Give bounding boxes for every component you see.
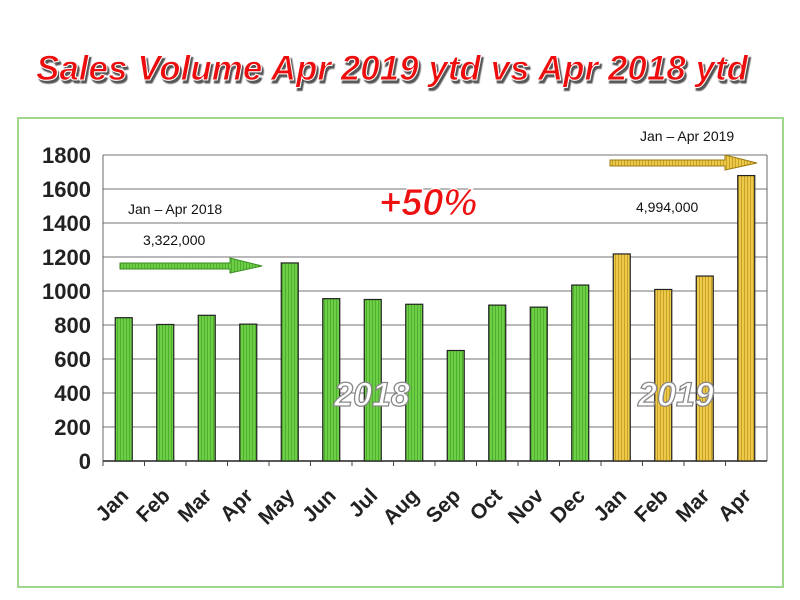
y-tick-label: 1000	[42, 279, 91, 304]
bar-2018-nov	[529, 306, 548, 462]
y-tick-label: 800	[54, 313, 91, 338]
x-tick-label: Jan	[589, 484, 631, 526]
x-tick-label: Mar	[174, 484, 217, 527]
annotation-period-2018: Jan – Apr 2018	[128, 201, 222, 217]
bar-2018-dec	[571, 284, 590, 462]
annotation-change: +50%	[379, 182, 477, 224]
y-tick-label: 1800	[42, 143, 91, 168]
bar-2019-jan	[612, 253, 631, 462]
x-tick-label: Feb	[132, 484, 175, 527]
bar-2018-apr	[239, 323, 258, 462]
x-tick-label: May	[254, 484, 299, 529]
annotation-period-2019: Jan – Apr 2019	[640, 128, 734, 144]
bar-2018-oct	[488, 304, 507, 462]
bar-2018-sep	[446, 349, 465, 462]
bar-2018-feb	[156, 323, 175, 462]
x-tick-label: Sep	[422, 484, 465, 527]
x-tick-label: Nov	[504, 484, 549, 529]
annotation-year-2019: 2019	[637, 376, 714, 414]
y-tick-label: 1600	[42, 177, 91, 202]
x-tick-label: Oct	[466, 484, 507, 525]
x-tick-label: Jul	[345, 484, 383, 522]
x-tick-label: Jan	[91, 484, 133, 526]
x-tick-label: Aug	[379, 484, 424, 529]
x-tick-label: Mar	[672, 484, 715, 527]
bar-2018-aug	[405, 303, 424, 462]
x-tick-label: Jun	[298, 484, 341, 527]
arrow-2019-icon	[609, 154, 758, 171]
y-tick-label: 400	[54, 381, 91, 406]
chart-title: Sales Volume Apr 2019 ytd vs Apr 2018 yt…	[36, 49, 749, 88]
y-tick-label: 1400	[42, 211, 91, 236]
y-tick-label: 600	[54, 347, 91, 372]
y-tick-label: 1200	[42, 245, 91, 270]
bar-2018-jan	[114, 317, 133, 462]
annotation-total-2018: 3,322,000	[143, 232, 205, 248]
annotation-year-2018: 2018	[333, 376, 410, 414]
x-tick-label: Apr	[216, 484, 258, 526]
chart-frame	[17, 117, 784, 588]
x-tick-label: Dec	[546, 484, 590, 528]
x-tick-label: Apr	[714, 484, 756, 526]
y-tick-label: 200	[54, 415, 91, 440]
annotation-total-2019: 4,994,000	[636, 199, 698, 215]
arrow-2018-icon	[119, 257, 263, 274]
x-tick-label: Feb	[630, 484, 673, 527]
bar-2019-mar	[695, 275, 714, 462]
bar-2018-jun	[322, 298, 341, 462]
bar-2019-apr	[737, 174, 756, 462]
bar-2018-mar	[197, 314, 216, 462]
y-tick-label: 0	[79, 449, 91, 474]
bar-2019-feb	[654, 288, 673, 462]
bar-2018-jul	[363, 298, 382, 462]
bar-2018-may	[280, 262, 299, 462]
